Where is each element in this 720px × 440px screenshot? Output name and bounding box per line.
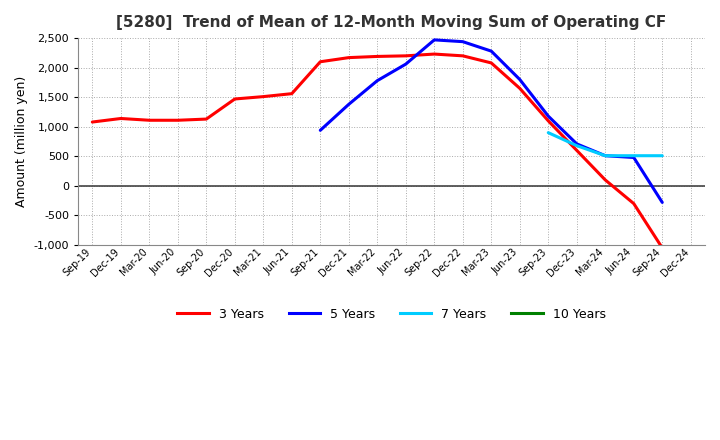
Title: [5280]  Trend of Mean of 12-Month Moving Sum of Operating CF: [5280] Trend of Mean of 12-Month Moving … <box>117 15 667 30</box>
Legend: 3 Years, 5 Years, 7 Years, 10 Years: 3 Years, 5 Years, 7 Years, 10 Years <box>172 303 611 326</box>
Y-axis label: Amount (million yen): Amount (million yen) <box>15 76 28 207</box>
